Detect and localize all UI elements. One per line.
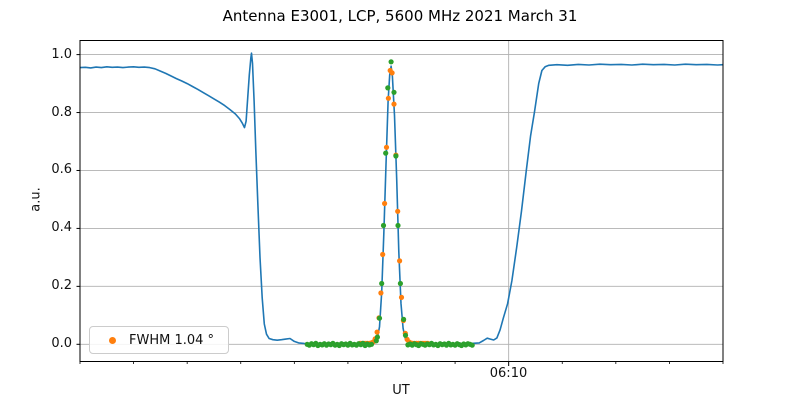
y-tick-label-0.2: 0.2 [51, 278, 72, 293]
chart-title: Antenna E3001, LCP, 5600 MHz 2021 March … [222, 7, 578, 25]
x-axis-label: UT [392, 383, 410, 398]
y-tick-label-1.0: 1.0 [51, 47, 72, 62]
y-axis-label: a.u. [28, 187, 44, 212]
legend-marker-dot [109, 336, 116, 344]
y-tick-label-0.0: 0.0 [51, 336, 72, 351]
legend: FWHM 1.04 ° [89, 326, 229, 354]
y-tick-label-0.8: 0.8 [51, 105, 72, 120]
y-tick-label-0.4: 0.4 [51, 220, 72, 235]
y-tick-label-0.6: 0.6 [51, 162, 72, 177]
x-tick-label-0610: 06:10 [489, 366, 528, 381]
legend-label: FWHM 1.04 ° [129, 332, 215, 348]
